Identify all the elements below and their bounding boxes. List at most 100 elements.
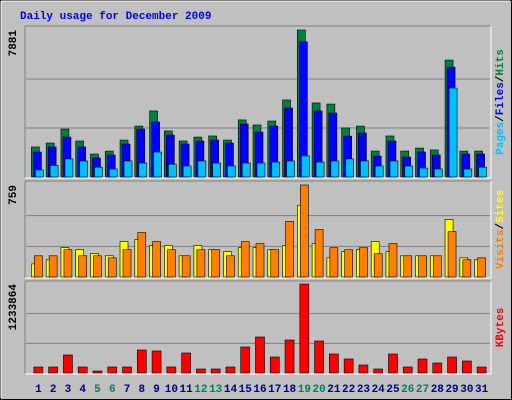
x-tick-label: 24: [372, 384, 386, 396]
bar: [417, 358, 428, 374]
bar: [63, 249, 73, 278]
bar: [240, 241, 250, 278]
bar: [122, 249, 132, 278]
bar: [225, 366, 236, 374]
x-tick-label: 25: [386, 384, 400, 396]
x-tick-label: 20: [312, 384, 325, 396]
bar: [48, 255, 58, 278]
bar: [388, 353, 398, 374]
x-tick-label: 27: [416, 384, 429, 396]
legend-entry: Visits: [495, 230, 507, 270]
bar: [108, 168, 118, 178]
bar: [359, 247, 368, 278]
bar: [92, 370, 103, 374]
bar: [447, 231, 457, 278]
bar: [256, 162, 266, 178]
bar: [300, 184, 309, 278]
legend-entry: KBytes: [495, 308, 507, 348]
bar: [94, 166, 103, 178]
bar: [107, 257, 117, 278]
x-tick-label: 21: [327, 384, 341, 396]
x-tick-label: 11: [180, 384, 194, 396]
x-tick-label: 7: [124, 384, 131, 396]
bar: [433, 168, 443, 178]
bar: [360, 160, 369, 178]
bar: [240, 346, 251, 374]
bar: [151, 350, 162, 374]
bar: [373, 253, 383, 278]
bar: [166, 366, 177, 374]
x-tick-label: 12: [194, 384, 207, 396]
x-tick-label: 4: [79, 384, 86, 396]
bar: [64, 158, 74, 178]
legend-separator: /: [495, 75, 507, 82]
bar: [137, 232, 147, 278]
bar: [329, 353, 339, 374]
bar: [197, 160, 207, 178]
x-tick-label: 13: [209, 384, 223, 396]
bar: [123, 160, 133, 178]
bar: [477, 257, 486, 278]
y-max-label: 7881: [8, 30, 20, 57]
bar: [404, 165, 414, 178]
x-tick-label: 9: [153, 384, 160, 396]
bar: [299, 283, 310, 374]
bar: [314, 340, 324, 374]
bar: [255, 336, 265, 374]
bar: [138, 162, 148, 178]
legend-entry: Sites: [495, 190, 507, 223]
x-tick-label: 31: [475, 384, 489, 396]
x-tick-label: 17: [268, 384, 281, 396]
bar: [344, 249, 353, 278]
bar: [462, 259, 472, 278]
x-tick-label: 16: [253, 384, 266, 396]
bar: [93, 255, 102, 278]
bar: [358, 364, 369, 374]
x-tick-label: 10: [165, 384, 178, 396]
bar: [432, 362, 443, 374]
bar: [345, 158, 354, 178]
bar: [181, 255, 191, 278]
bar: [181, 352, 191, 374]
chart-title: Daily usage for December 2009: [20, 11, 211, 23]
legend-entry: Hits: [495, 49, 507, 75]
bar: [78, 255, 88, 278]
bar: [122, 366, 132, 374]
bar: [212, 162, 221, 178]
bar: [227, 165, 236, 178]
bar: [271, 161, 281, 178]
bar: [34, 255, 43, 278]
bar: [196, 249, 206, 278]
bar: [137, 349, 147, 374]
bar: [210, 368, 221, 374]
x-tick-label: 2: [50, 384, 57, 396]
bar: [167, 249, 176, 278]
bar: [374, 165, 384, 178]
bar: [301, 155, 310, 178]
legend-separator: /: [495, 223, 507, 230]
legend: KBytes: [495, 308, 507, 348]
bar: [269, 356, 280, 374]
legend: Visits/Sites: [495, 190, 507, 269]
bar: [329, 247, 339, 278]
bar: [330, 160, 340, 178]
bar: [315, 161, 325, 178]
x-tick-label: 28: [431, 384, 445, 396]
x-tick-label: 23: [357, 384, 371, 396]
bar: [226, 255, 235, 278]
bar: [389, 160, 399, 178]
bar: [343, 358, 354, 374]
bar: [48, 366, 58, 374]
bar: [153, 151, 162, 178]
bar: [462, 360, 472, 374]
bar: [284, 339, 295, 374]
legend: Pages/Files/Hits: [495, 49, 507, 155]
x-tick-label: 14: [224, 384, 238, 396]
bar: [314, 229, 324, 278]
bar: [418, 255, 427, 278]
x-tick-label: 19: [298, 384, 311, 396]
x-tick-label: 1: [35, 384, 42, 396]
bar: [463, 168, 473, 178]
